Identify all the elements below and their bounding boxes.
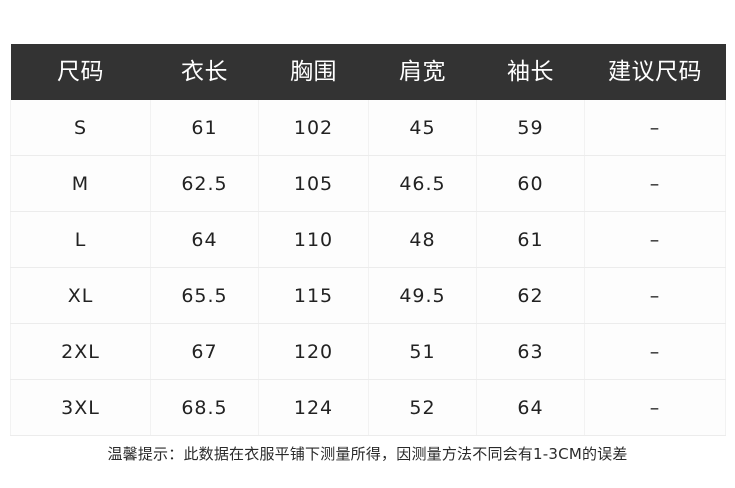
cell-size: L bbox=[10, 211, 151, 268]
cell-shoulder: 51 bbox=[368, 323, 477, 380]
column-header-length: 衣长 bbox=[150, 44, 259, 100]
cell-size: 2XL bbox=[10, 323, 151, 380]
table-row: 3XL 68.5 124 52 64 – bbox=[10, 379, 726, 436]
column-header-size: 尺码 bbox=[10, 44, 151, 100]
cell-bust: 124 bbox=[258, 379, 369, 436]
cell-recommend: – bbox=[584, 323, 726, 380]
column-header-recommend: 建议尺码 bbox=[584, 44, 726, 100]
cell-sleeve: 60 bbox=[476, 155, 585, 212]
cell-sleeve: 61 bbox=[476, 211, 585, 268]
measurement-note: 温馨提示：此数据在衣服平铺下测量所得，因测量方法不同会有1-3CM的误差 bbox=[107, 445, 628, 463]
table-body: S 61 102 45 59 – M 62.5 105 46.5 60 – L … bbox=[10, 100, 726, 436]
cell-recommend: – bbox=[584, 379, 726, 436]
cell-sleeve: 64 bbox=[476, 379, 585, 436]
cell-recommend: – bbox=[584, 211, 726, 268]
cell-length: 61 bbox=[150, 100, 259, 156]
cell-shoulder: 48 bbox=[368, 211, 477, 268]
cell-sleeve: 62 bbox=[476, 267, 585, 324]
cell-length: 67 bbox=[150, 323, 259, 380]
column-header-sleeve: 袖长 bbox=[476, 44, 585, 100]
table-header: 尺码 衣长 胸围 肩宽 袖长 建议尺码 bbox=[10, 44, 726, 100]
cell-recommend: – bbox=[584, 100, 726, 156]
cell-shoulder: 52 bbox=[368, 379, 477, 436]
cell-bust: 105 bbox=[258, 155, 369, 212]
cell-recommend: – bbox=[584, 267, 726, 324]
table-row: L 64 110 48 61 – bbox=[10, 211, 726, 268]
cell-bust: 115 bbox=[258, 267, 369, 324]
cell-recommend: – bbox=[584, 155, 726, 212]
table-row: M 62.5 105 46.5 60 – bbox=[10, 155, 726, 212]
cell-shoulder: 49.5 bbox=[368, 267, 477, 324]
cell-bust: 110 bbox=[258, 211, 369, 268]
cell-shoulder: 46.5 bbox=[368, 155, 477, 212]
cell-size: XL bbox=[10, 267, 151, 324]
cell-bust: 102 bbox=[258, 100, 369, 156]
cell-sleeve: 63 bbox=[476, 323, 585, 380]
cell-length: 64 bbox=[150, 211, 259, 268]
cell-length: 62.5 bbox=[150, 155, 259, 212]
cell-size: M bbox=[10, 155, 151, 212]
column-header-shoulder: 肩宽 bbox=[368, 44, 477, 100]
table-row: 2XL 67 120 51 63 – bbox=[10, 323, 726, 380]
cell-size: S bbox=[10, 100, 151, 156]
cell-size: 3XL bbox=[10, 379, 151, 436]
table-row: S 61 102 45 59 – bbox=[10, 100, 726, 156]
column-header-bust: 胸围 bbox=[258, 44, 369, 100]
size-chart-table: 尺码 衣长 胸围 肩宽 袖长 建议尺码 S 61 102 45 59 – M 6… bbox=[10, 44, 726, 436]
table-header-row: 尺码 衣长 胸围 肩宽 袖长 建议尺码 bbox=[10, 44, 726, 100]
cell-length: 65.5 bbox=[150, 267, 259, 324]
cell-bust: 120 bbox=[258, 323, 369, 380]
cell-shoulder: 45 bbox=[368, 100, 477, 156]
table-row: XL 65.5 115 49.5 62 – bbox=[10, 267, 726, 324]
cell-length: 68.5 bbox=[150, 379, 259, 436]
cell-sleeve: 59 bbox=[476, 100, 585, 156]
